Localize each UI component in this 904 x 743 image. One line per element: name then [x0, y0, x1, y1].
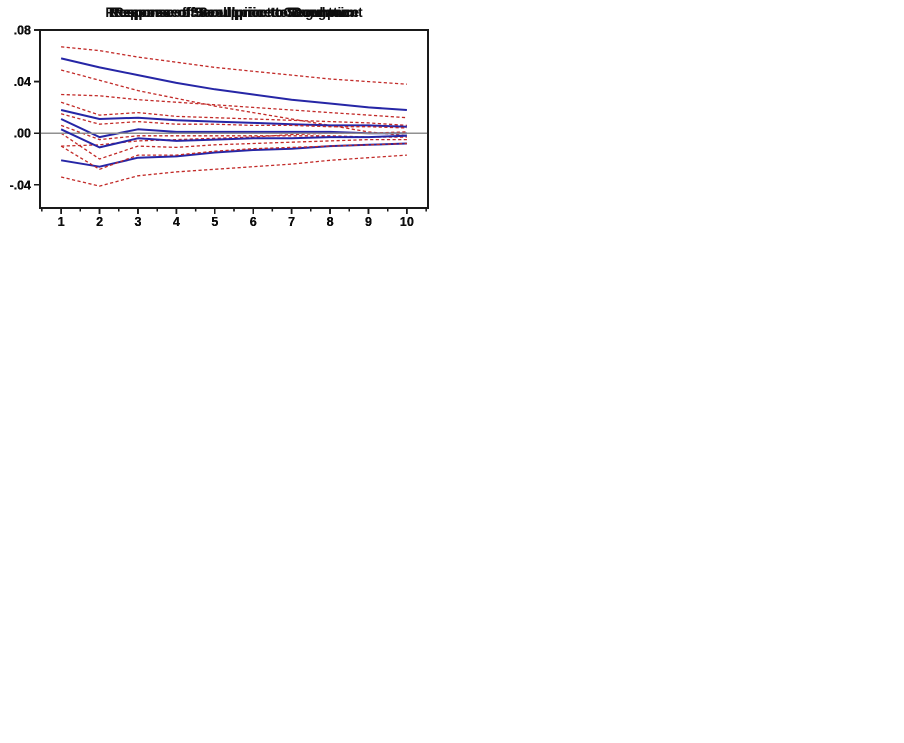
chart-title: Response of Seoul price to Regulation [110, 5, 358, 20]
x-axis-tick-label: 4 [173, 215, 180, 229]
x-axis-tick-label: 2 [96, 215, 103, 229]
panel-response-to-seoul-price: Response of Seoul price to Seoul price .0… [0, 0, 452, 240]
x-axis-tick-label: 4 [173, 215, 180, 229]
x-axis-tick-label: 4 [173, 215, 180, 229]
panel-response-to-regulation: Response of Seoul price to Regulation .08… [0, 0, 452, 240]
x-axis-tick-label: 1 [58, 215, 65, 229]
ci-upper-line [60, 113, 407, 129]
x-axis-tick-label: 6 [250, 215, 257, 229]
x-axis-tick-label: 10 [400, 215, 414, 229]
x-axis-tick-label: 7 [288, 215, 295, 229]
y-axis-tick-label: .00 [14, 127, 31, 141]
y-axis-tick-label: .08 [14, 24, 31, 38]
x-axis-tick-label: 4 [173, 215, 180, 229]
chart-title: Response of Seoul price to Government [105, 5, 363, 20]
x-axis-tick-label: 5 [211, 215, 218, 229]
x-axis-tick-label: 6 [250, 215, 257, 229]
x-axis-tick-label: 4 [173, 215, 180, 229]
chart-title: Response of Seoul price to Seoul price [109, 5, 360, 20]
y-axis-tick-label: -.04 [9, 178, 31, 192]
y-axis-tick-label: .00 [14, 127, 31, 141]
x-axis-tick-label: 3 [134, 215, 141, 229]
x-axis-tick-label: 9 [365, 215, 372, 229]
x-axis-tick-label: 10 [400, 215, 414, 229]
x-axis-tick-label: 10 [400, 215, 414, 229]
x-axis-tick-label: 8 [327, 215, 334, 229]
x-axis-tick-label: 5 [211, 215, 218, 229]
x-axis-tick-label: 8 [327, 215, 334, 229]
y-axis-tick-label: .08 [14, 24, 31, 38]
x-axis-tick-label: 9 [365, 215, 372, 229]
chart-response-to-seoul-price: Response of Seoul price to Seoul price .0… [9, 5, 429, 229]
x-axis-tick-label: 9 [365, 215, 372, 229]
y-axis-tick-label: .08 [14, 24, 31, 38]
x-axis-tick-label: 8 [327, 215, 334, 229]
x-axis-tick-label: 6 [250, 215, 257, 229]
chart-response-to-regulation: Response of Seoul price to Regulation .08… [9, 5, 429, 229]
y-axis-tick-label: -.04 [9, 178, 31, 192]
ci-upper-line [60, 101, 407, 127]
x-axis-tick-label: 1 [58, 215, 65, 229]
x-axis-tick-label: 3 [134, 215, 141, 229]
plot-frame [39, 29, 429, 209]
x-axis-tick-label: 10 [400, 215, 414, 229]
x-axis-tick-label: 7 [288, 215, 295, 229]
y-axis-tick-label: .04 [14, 75, 31, 89]
x-axis-tick-label: 2 [96, 215, 103, 229]
x-axis-tick-label: 5 [211, 215, 218, 229]
ci-upper-line [61, 46, 407, 85]
x-axis-tick-label: 7 [288, 215, 295, 229]
y-axis-tick-label: .08 [14, 24, 31, 38]
x-axis-tick-label: 3 [134, 215, 141, 229]
response-line [60, 128, 407, 149]
chart-title: Response of Seoul price to Gangnam [114, 5, 354, 20]
x-axis-tick-label: 7 [288, 215, 295, 229]
response-line [60, 109, 407, 128]
x-axis-tick-label: 10 [400, 215, 414, 229]
x-axis-tick-label: 1 [58, 215, 65, 229]
x-axis-tick-label: 6 [250, 215, 257, 229]
x-axis-tick-label: 9 [365, 215, 372, 229]
x-axis-tick-label: 2 [96, 215, 103, 229]
y-axis-tick-label: -.04 [9, 178, 31, 192]
response-line [60, 57, 407, 111]
y-axis-tick-label: .04 [14, 75, 31, 89]
x-axis-tick-label: 2 [96, 215, 103, 229]
x-axis-tick-label: 3 [134, 215, 141, 229]
y-axis-tick-label: -.04 [9, 178, 31, 192]
y-axis-tick-label: .04 [14, 75, 31, 89]
x-axis-tick-label: 5 [211, 215, 218, 229]
chart-title: Response of Seoul price to Downturn [114, 5, 355, 20]
x-axis-tick-label: 7 [288, 215, 295, 229]
x-axis-tick-label: 8 [327, 215, 334, 229]
ci-lower-line [60, 124, 407, 141]
x-axis-tick-label: 6 [250, 215, 257, 229]
y-axis-tick-label: .00 [14, 127, 31, 141]
x-axis-tick-label: 5 [211, 215, 218, 229]
x-axis-tick-label: 9 [365, 215, 372, 229]
y-axis-tick-label: .08 [14, 24, 31, 38]
ci-lower-line [60, 154, 407, 187]
y-axis-tick-label: .00 [14, 127, 31, 141]
y-axis-tick-label: .04 [14, 75, 31, 89]
y-axis-tick-label: .00 [14, 127, 31, 141]
ci-lower-line [60, 132, 407, 160]
ci-lower-line [60, 142, 407, 170]
y-axis-tick-label: -.04 [9, 178, 31, 192]
y-axis-tick-label: .04 [14, 75, 31, 89]
x-axis-tick-label: 1 [58, 215, 65, 229]
x-axis-tick-label: 2 [96, 215, 103, 229]
x-axis-tick-label: 8 [327, 215, 334, 229]
x-axis-tick-label: 3 [134, 215, 141, 229]
ci-upper-line [61, 93, 407, 119]
ci-lower-line [60, 69, 407, 137]
x-axis-tick-label: 1 [58, 215, 65, 229]
